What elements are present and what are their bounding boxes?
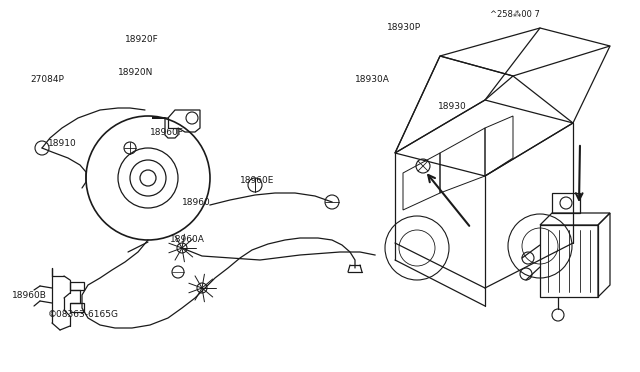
Text: 18920F: 18920F <box>125 35 159 44</box>
Text: 18930P: 18930P <box>387 23 421 32</box>
Text: 18960E: 18960E <box>240 176 275 185</box>
Text: 18920N: 18920N <box>118 68 154 77</box>
Text: 18960B: 18960B <box>12 291 46 300</box>
Text: 18910: 18910 <box>48 139 77 148</box>
Text: 18930: 18930 <box>438 102 467 110</box>
Text: ©08363-6165G: ©08363-6165G <box>48 310 119 319</box>
Text: ^258⁂00 7: ^258⁂00 7 <box>490 10 540 19</box>
Text: 27084P: 27084P <box>31 76 65 84</box>
Text: 18930A: 18930A <box>355 76 390 84</box>
Text: 18960: 18960 <box>182 198 211 207</box>
Text: 18960A: 18960A <box>170 235 204 244</box>
Text: 18960F: 18960F <box>150 128 184 137</box>
